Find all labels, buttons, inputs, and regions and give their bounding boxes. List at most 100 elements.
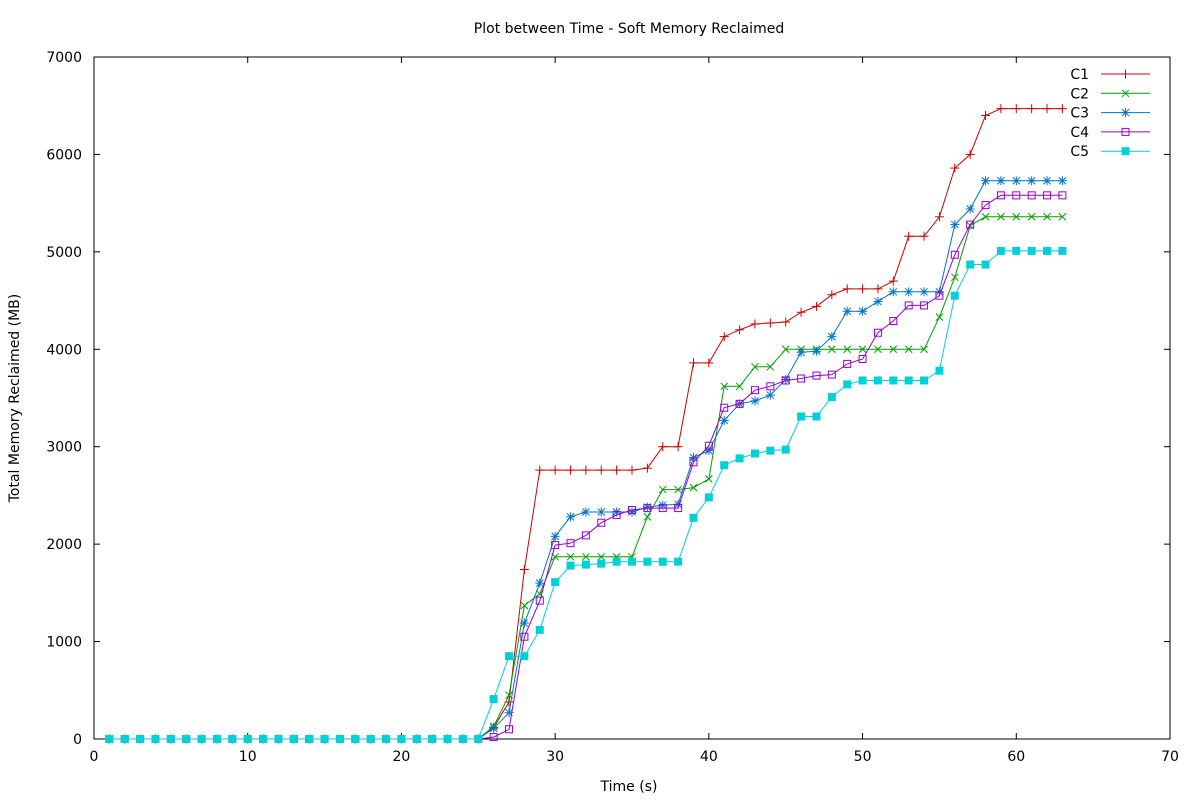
series-c1 xyxy=(104,104,1067,744)
x-tick-label: 20 xyxy=(393,749,411,765)
data-point xyxy=(151,735,160,743)
data-point xyxy=(904,231,914,241)
data-point xyxy=(520,601,529,610)
data-point xyxy=(596,465,606,475)
data-point xyxy=(505,725,514,734)
data-point xyxy=(1058,246,1067,255)
data-point xyxy=(550,531,560,541)
data-point xyxy=(935,291,944,300)
data-point xyxy=(412,735,421,743)
y-tick-label: 5000 xyxy=(46,245,82,261)
x-tick-label: 30 xyxy=(546,749,564,765)
data-point xyxy=(873,284,883,294)
data-point xyxy=(643,557,652,566)
x-tick-label: 70 xyxy=(1161,749,1179,765)
data-point xyxy=(827,345,836,354)
data-point xyxy=(858,306,868,316)
data-point xyxy=(1121,69,1130,79)
data-point xyxy=(551,578,560,587)
data-point xyxy=(612,510,621,519)
series-line xyxy=(109,108,1063,740)
data-point xyxy=(811,301,821,311)
data-point xyxy=(658,557,667,566)
data-point xyxy=(950,291,959,300)
data-point xyxy=(827,332,837,342)
data-point xyxy=(796,307,806,317)
data-point xyxy=(843,359,852,368)
data-point xyxy=(566,552,575,561)
data-point xyxy=(642,463,652,473)
data-point xyxy=(366,735,375,743)
x-tick-label: 60 xyxy=(1007,749,1025,765)
data-point xyxy=(628,506,636,515)
data-point xyxy=(796,347,806,357)
data-point xyxy=(843,345,852,354)
data-point xyxy=(674,485,682,494)
y-axis-label: Total Memory Reclaimed (MB) xyxy=(7,294,23,504)
data-point xyxy=(535,578,545,588)
data-point xyxy=(505,652,514,661)
data-point xyxy=(766,446,775,455)
data-point xyxy=(920,345,928,354)
data-point xyxy=(750,449,759,458)
data-point xyxy=(965,204,975,214)
data-point xyxy=(489,723,499,733)
legend-label: C4 xyxy=(1070,125,1089,141)
data-point xyxy=(889,345,898,354)
data-point xyxy=(1042,176,1052,186)
data-point xyxy=(781,345,790,354)
data-point xyxy=(689,483,698,492)
data-point xyxy=(550,465,560,475)
data-point xyxy=(981,260,990,269)
data-point xyxy=(704,358,714,368)
data-point xyxy=(981,201,990,210)
data-point xyxy=(873,376,882,385)
y-axis-ticks: 0 1000 2000 3000 4000 5000 6000 7000 xyxy=(46,50,1170,748)
data-point xyxy=(1058,212,1067,221)
data-point xyxy=(843,380,852,389)
data-point xyxy=(888,276,898,286)
data-point xyxy=(720,403,729,412)
data-point xyxy=(1011,104,1021,114)
data-point xyxy=(197,735,206,743)
data-point xyxy=(889,376,898,385)
data-point xyxy=(597,518,606,527)
data-point xyxy=(904,301,913,310)
legend-label: C1 xyxy=(1070,67,1089,83)
data-point xyxy=(658,504,667,513)
data-point xyxy=(858,355,867,364)
data-point xyxy=(996,176,1006,186)
data-point xyxy=(443,735,452,743)
data-point xyxy=(519,618,529,628)
data-point xyxy=(858,376,867,385)
data-point xyxy=(934,212,944,222)
data-point xyxy=(597,559,606,568)
series-line xyxy=(109,216,1063,740)
data-point xyxy=(873,328,882,337)
data-point xyxy=(1043,191,1052,200)
data-point xyxy=(581,507,591,517)
legend-label: C5 xyxy=(1070,144,1089,160)
data-point xyxy=(781,317,791,327)
data-point xyxy=(1057,176,1067,186)
data-point xyxy=(765,318,775,328)
data-point xyxy=(351,735,360,743)
data-point xyxy=(858,345,867,354)
data-point xyxy=(811,346,821,356)
data-point xyxy=(658,485,667,494)
y-tick-label: 0 xyxy=(73,732,82,748)
data-point xyxy=(981,212,990,221)
data-point xyxy=(950,163,960,173)
data-point xyxy=(750,396,760,406)
data-point xyxy=(166,735,175,743)
data-point xyxy=(1027,212,1036,221)
data-point xyxy=(719,332,729,342)
data-point xyxy=(997,212,1005,221)
x-tick-label: 10 xyxy=(239,749,257,765)
data-point xyxy=(597,552,606,561)
data-point xyxy=(735,325,745,335)
data-point xyxy=(919,231,929,241)
data-point xyxy=(1027,176,1037,186)
series-group xyxy=(104,104,1067,744)
